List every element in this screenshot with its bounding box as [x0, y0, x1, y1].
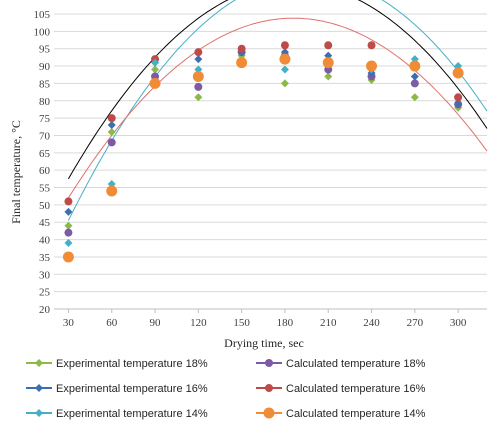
data-point	[107, 138, 116, 147]
x-tick-label: 180	[277, 317, 294, 329]
data-point	[324, 41, 333, 50]
data-point	[107, 114, 116, 123]
legend-marker	[35, 359, 43, 367]
data-point	[194, 93, 203, 102]
legend-marker	[265, 384, 273, 392]
data-point	[322, 57, 334, 69]
y-tick-label: 65	[39, 148, 51, 160]
legend-item: Experimental temperature 18%	[26, 358, 208, 370]
data-point	[194, 82, 203, 91]
series-2	[64, 48, 463, 237]
data-points	[62, 41, 464, 263]
trendlines	[67, 0, 488, 221]
legend-label: Experimental temperature 16%	[56, 383, 208, 395]
legend-marker	[35, 384, 43, 392]
y-tick-label: 45	[39, 217, 51, 229]
data-point	[64, 207, 73, 216]
data-point	[192, 70, 204, 82]
data-point	[236, 57, 248, 69]
tick-labels: 20 25 30 35 40 45 50 55 60 65 70 75 80 85 90 95 100 105 30…	[34, 9, 467, 329]
y-tick-label: 75	[39, 113, 51, 125]
legend-item: Calculated temperature 18%	[256, 358, 426, 370]
data-point	[454, 100, 463, 109]
data-point	[194, 55, 203, 64]
series-6	[62, 53, 464, 263]
y-tick-label: 50	[39, 200, 51, 212]
y-tick-label: 85	[39, 78, 51, 90]
legend-marker	[265, 359, 273, 367]
x-tick-label: 150	[233, 317, 250, 329]
trendline	[67, 0, 488, 180]
legend-label: Calculated temperature 14%	[286, 408, 426, 420]
x-tick-label: 120	[190, 317, 207, 329]
data-point	[324, 72, 333, 81]
data-point	[64, 228, 73, 237]
legend-marker	[263, 407, 275, 419]
legend-label: Experimental temperature 18%	[56, 358, 208, 370]
y-tick-label: 25	[39, 287, 51, 299]
data-point	[237, 44, 246, 53]
x-tick-label: 240	[363, 317, 380, 329]
legend: Experimental temperature 18% Calculated t…	[26, 358, 426, 420]
data-point	[409, 60, 421, 72]
y-tick-label: 90	[39, 61, 51, 73]
gridlines	[54, 13, 487, 293]
y-tick-label: 95	[39, 44, 51, 56]
data-point	[151, 58, 160, 67]
data-point	[107, 121, 116, 130]
y-tick-label: 40	[39, 235, 51, 247]
data-point	[410, 72, 419, 81]
trendline	[67, 0, 488, 221]
data-point	[149, 77, 161, 89]
data-point	[64, 239, 73, 248]
data-point	[107, 128, 116, 136]
data-point	[452, 67, 464, 79]
data-point	[454, 93, 463, 102]
x-tick-label: 270	[407, 317, 424, 329]
data-point	[367, 41, 376, 50]
data-point	[280, 65, 289, 74]
data-point	[279, 53, 291, 65]
data-point	[62, 251, 74, 263]
legend-item: Experimental temperature 14%	[26, 408, 208, 420]
y-tick-label: 55	[39, 183, 51, 195]
y-tick-label: 35	[39, 252, 51, 264]
y-tick-label: 70	[39, 130, 51, 142]
trendline	[67, 17, 488, 199]
x-tick-label: 210	[320, 317, 337, 329]
series-3	[64, 48, 463, 216]
legend-item: Calculated temperature 14%	[256, 407, 426, 420]
data-point	[280, 79, 289, 88]
x-tick-label: 30	[63, 317, 75, 329]
x-axis-title: Drying time, sec	[224, 336, 304, 350]
axes	[54, 308, 487, 313]
data-point	[280, 41, 289, 50]
series-1	[64, 51, 463, 230]
x-tick-label: 90	[150, 317, 162, 329]
data-point	[64, 197, 73, 206]
y-tick-label: 100	[34, 26, 51, 38]
legend-item: Calculated temperature 16%	[256, 383, 426, 395]
data-point	[194, 48, 203, 57]
legend-label: Experimental temperature 14%	[56, 408, 208, 420]
data-point	[410, 93, 419, 102]
legend-item: Experimental temperature 16%	[26, 383, 208, 395]
y-tick-label: 105	[34, 9, 51, 21]
legend-label: Calculated temperature 16%	[286, 383, 426, 395]
y-tick-label: 80	[39, 96, 51, 108]
y-tick-label: 20	[39, 304, 51, 316]
data-point	[106, 185, 118, 197]
y-tick-label: 30	[39, 269, 51, 281]
y-axis-title: Final temperature, °C	[9, 120, 23, 224]
data-point	[366, 60, 378, 72]
y-tick-label: 60	[39, 165, 51, 177]
legend-label: Calculated temperature 18%	[286, 358, 426, 370]
legend-marker	[35, 409, 43, 417]
data-point	[151, 65, 160, 74]
x-tick-label: 300	[450, 317, 467, 329]
data-point	[410, 79, 419, 88]
data-point	[64, 221, 73, 230]
x-tick-label: 60	[106, 317, 118, 329]
